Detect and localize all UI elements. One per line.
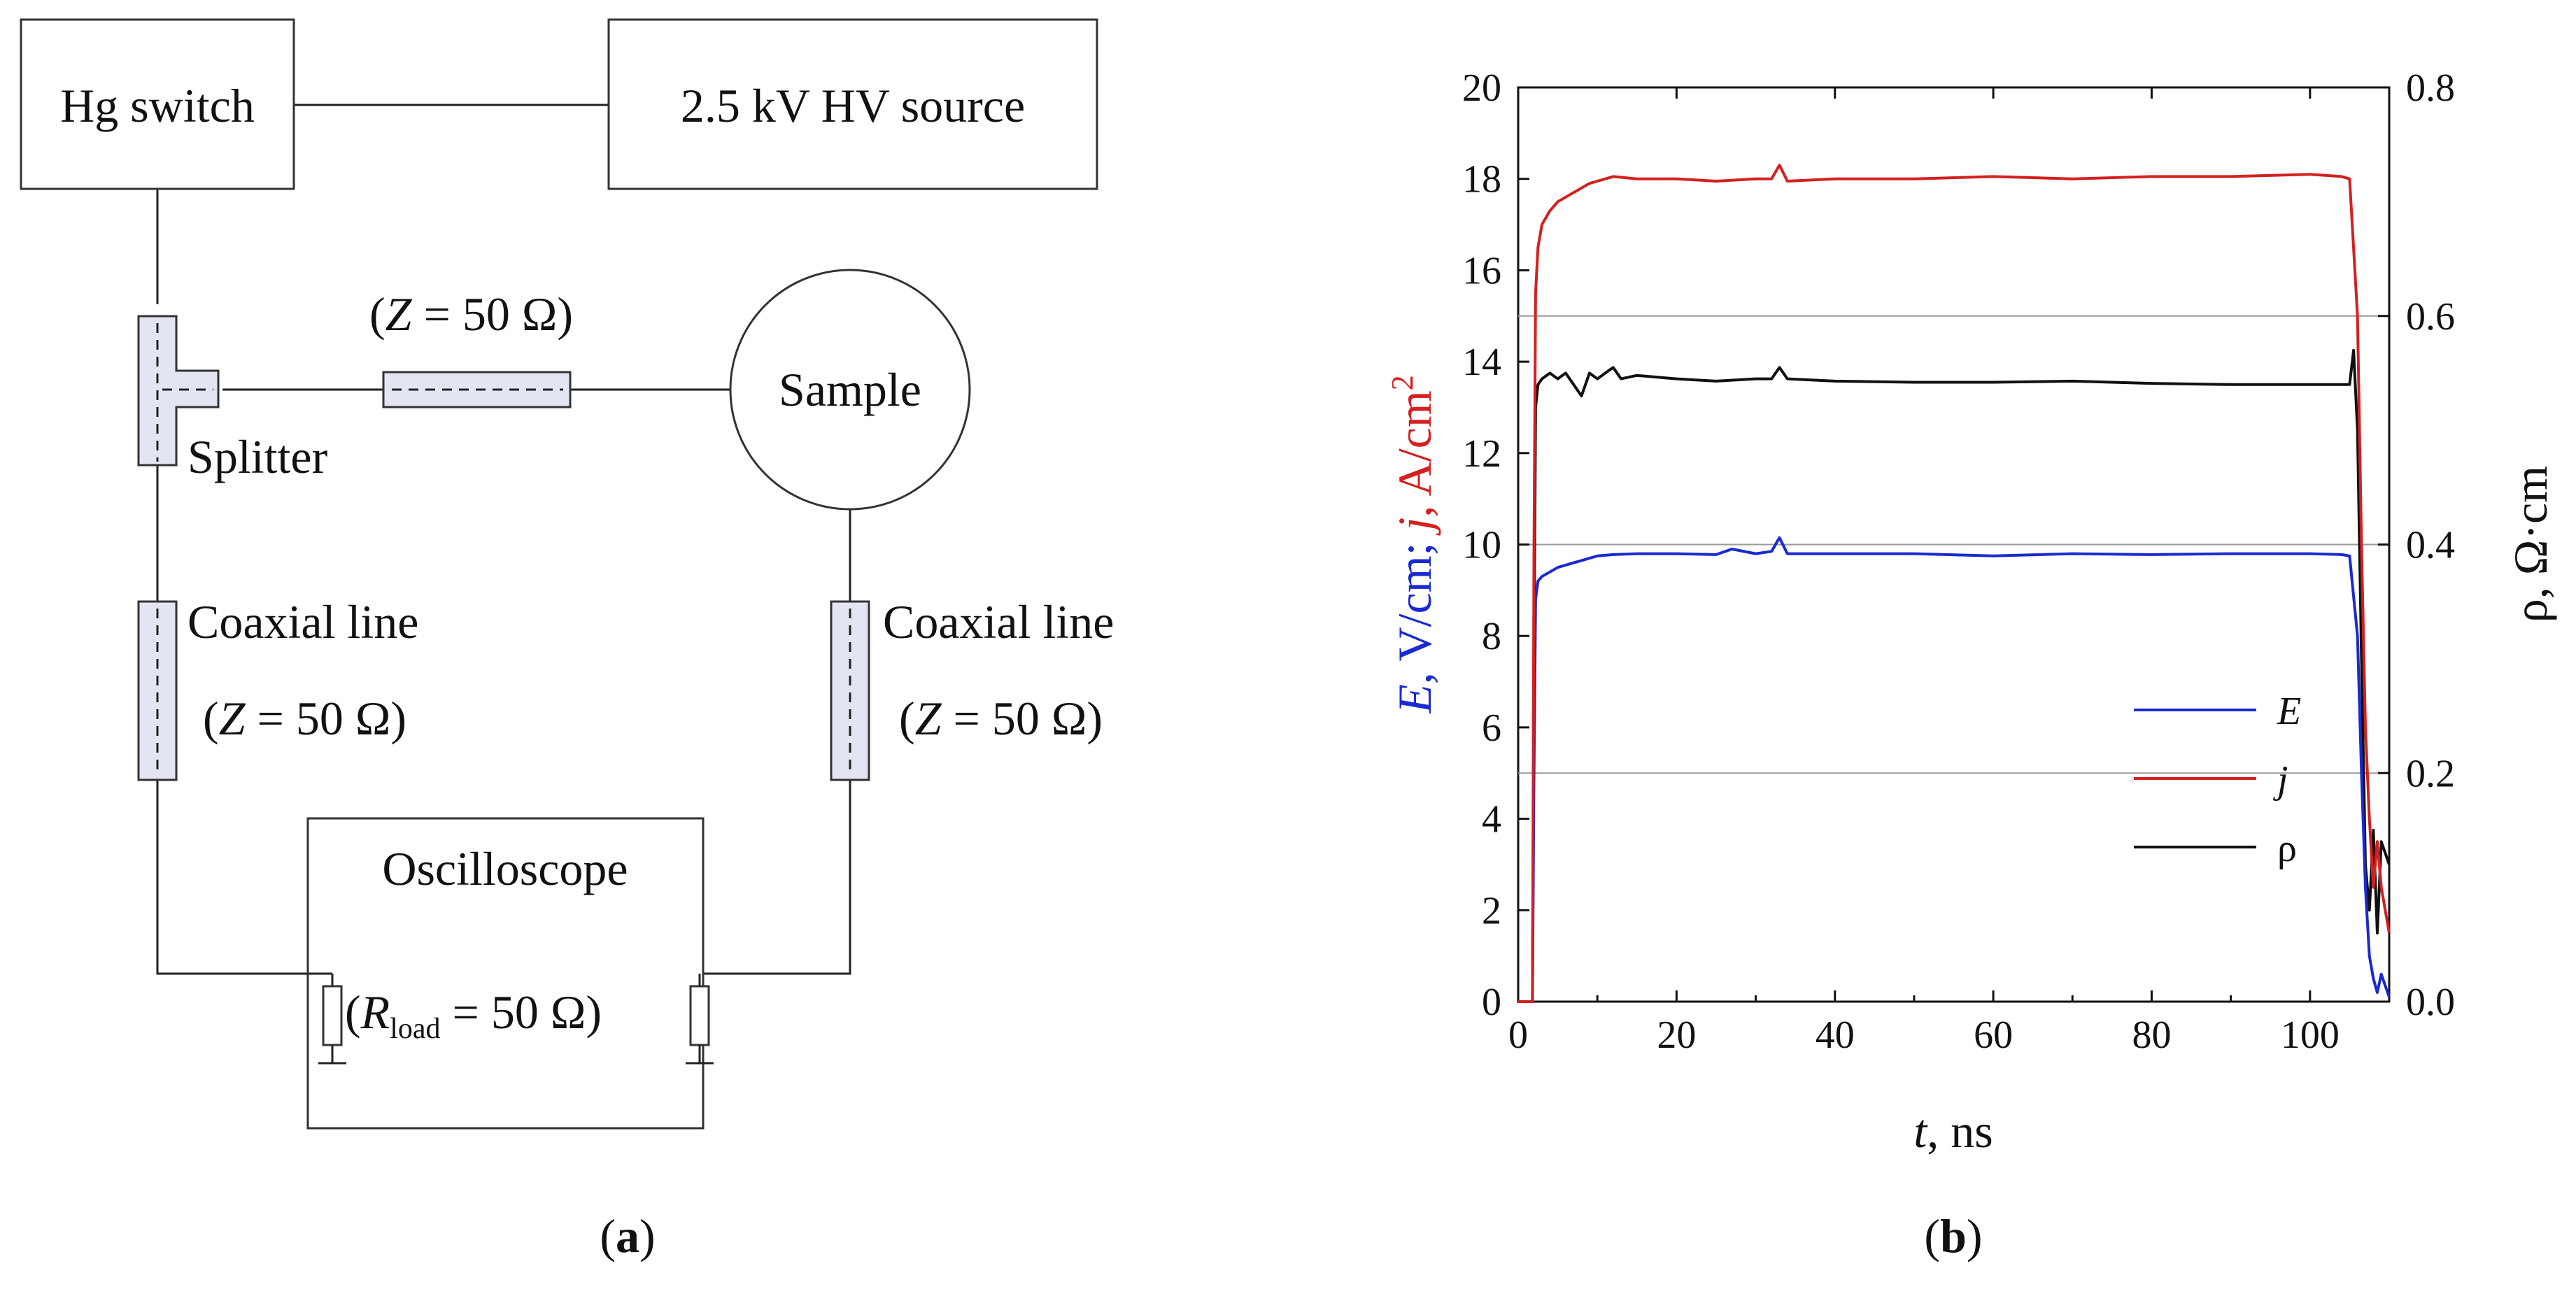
gridlines [1518, 315, 2389, 774]
legend: Ejρ [2134, 690, 2301, 870]
y2-tick-label: 0.6 [2406, 295, 2455, 339]
y2-tick-label: 0.0 [2406, 981, 2455, 1024]
series-layer [1518, 164, 2391, 1003]
x-tick-label: 20 [1657, 1014, 1696, 1057]
x-axis-label: t, ns [1913, 1104, 1993, 1158]
wire-coax-left-scope [156, 780, 308, 975]
rload-label: (Rload = 50 Ω) [345, 986, 602, 1045]
y-axis-label: E, V/cm; j, A/cm2 [1385, 375, 1441, 714]
y2-tick-label: 0.2 [2406, 752, 2455, 795]
chart-panel: 0 20 40 60 80 100 0 2 4 6 8 10 12 14 16 18 20 0.0 0.2 0.4 0.… [1385, 66, 2557, 1263]
hv-source-label: 2.5 kV HV source [681, 79, 1025, 132]
x-tick-label: 80 [2132, 1014, 2171, 1057]
impedance-right-label: (Z = 50 Ω) [899, 692, 1103, 745]
load-resistor-right [686, 974, 714, 1065]
panel-label-a: (a) [600, 1209, 655, 1263]
legend-label: j [2273, 758, 2288, 802]
load-resistor-left [318, 974, 346, 1065]
coax-left-label: Coaxial line [187, 595, 418, 648]
impedance-left-label: (Z = 50 Ω) [203, 692, 406, 745]
legend-label: E [2277, 690, 2301, 733]
y-tick-label: 12 [1462, 432, 1501, 476]
y-tick-label: 10 [1462, 524, 1501, 567]
series-line-rho [1518, 348, 2391, 1003]
coax-right-label: Coaxial line [883, 595, 1114, 648]
sample-circle [729, 269, 971, 511]
series-line-E [1518, 536, 2391, 1003]
y2-tick-label: 0.8 [2406, 66, 2455, 110]
x-tick-label: 100 [2281, 1014, 2340, 1057]
y-tick-label: 14 [1462, 341, 1501, 384]
panel-label-b: (b) [1924, 1209, 1982, 1263]
x-tick-label: 0 [1508, 1014, 1528, 1057]
series-line-j [1518, 164, 2391, 1003]
oscilloscope-label: Oscilloscope [382, 842, 628, 895]
y-tick-label: 4 [1482, 798, 1501, 841]
y-tick-label: 2 [1482, 889, 1501, 932]
y2-tick-label: 0.4 [2406, 524, 2455, 567]
y-tick-label: 16 [1462, 249, 1501, 292]
splitter-label: Splitter [187, 430, 328, 483]
y-tick-label: 8 [1482, 615, 1501, 658]
y-tick-label: 6 [1482, 706, 1501, 750]
y-tick-label: 18 [1462, 158, 1501, 201]
hv-source-box [607, 18, 1098, 190]
x-tick-label: 40 [1816, 1014, 1855, 1057]
circuit-diagram: Hg switch 2.5 kV HV source Splitter (Z =… [20, 18, 1114, 1263]
y-tick-label: 0 [1482, 981, 1501, 1024]
hg-switch-label: Hg switch [60, 79, 255, 132]
x-tick-label: 60 [1974, 1014, 2013, 1057]
impedance-top-label: (Z = 50 Ω) [369, 287, 573, 341]
sample-label: Sample [779, 363, 921, 416]
y-tick-label: 20 [1462, 66, 1501, 110]
hg-switch-box [20, 18, 295, 190]
wire-coax-right-scope [703, 780, 851, 975]
y2-axis-label: ρ, Ω·cm [2504, 466, 2557, 623]
ticks: 0 20 40 60 80 100 0 2 4 6 8 10 12 14 16 18 20 0.0 0.2 0.4 0.… [1462, 66, 2455, 1057]
legend-label: ρ [2277, 827, 2297, 870]
